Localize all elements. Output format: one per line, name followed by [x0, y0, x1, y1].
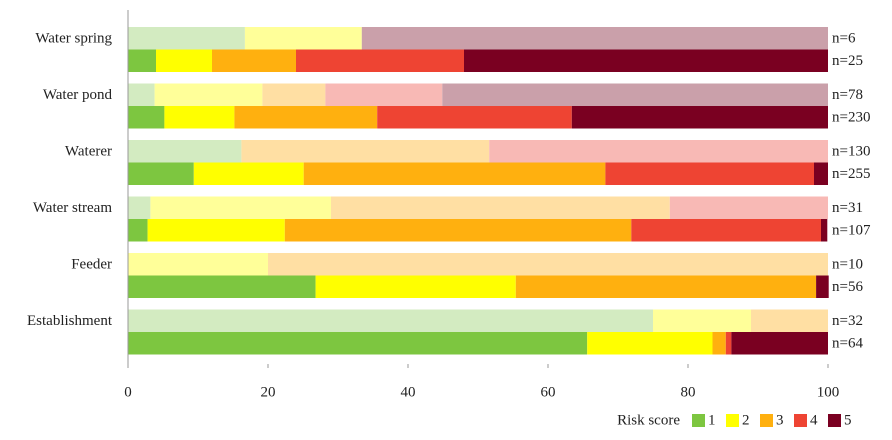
bar-segment	[262, 83, 326, 106]
bar-segment	[193, 162, 304, 185]
x-tick-label: 80	[681, 384, 696, 400]
bar-segment	[377, 106, 572, 129]
bar-segment	[284, 219, 632, 242]
bar-segment	[303, 162, 606, 185]
bar-segment	[241, 140, 490, 163]
x-tick-label: 40	[401, 384, 416, 400]
category-label: Water spring	[35, 30, 112, 46]
n-label: n=107	[832, 223, 871, 239]
legend-swatch	[760, 414, 773, 427]
category-label: Water pond	[43, 87, 113, 103]
bar-segment	[814, 162, 828, 185]
n-label: n=10	[832, 257, 863, 273]
bar-segment	[751, 309, 828, 332]
n-label: n=32	[832, 313, 863, 329]
bar-segment	[128, 140, 242, 163]
legend-title: Risk score	[617, 412, 680, 428]
n-label: n=78	[832, 87, 863, 103]
category-label: Feeder	[71, 256, 112, 272]
legend-label: 4	[810, 412, 818, 428]
bar-segment	[816, 275, 829, 298]
bar-segment	[821, 219, 828, 242]
bar-segment	[331, 196, 670, 219]
bar-segment	[731, 332, 828, 355]
bar-segment	[325, 83, 443, 106]
bar-segment	[156, 49, 212, 72]
category-label: Establishment	[27, 313, 113, 329]
bar-segment	[361, 27, 828, 50]
n-label: n=230	[832, 110, 870, 126]
bar-segment	[244, 27, 362, 50]
legend-swatch	[794, 414, 807, 427]
bar-segment	[587, 332, 713, 355]
bar-segment	[712, 332, 726, 355]
bar-segment	[128, 332, 588, 355]
n-label: n=56	[832, 279, 863, 295]
bar-segment	[128, 162, 194, 185]
bar-segment	[669, 196, 828, 219]
bar-segment	[631, 219, 821, 242]
bar-segment	[489, 140, 828, 163]
x-tick-label: 20	[261, 384, 276, 400]
bar-segment	[128, 27, 245, 50]
bar-segment	[234, 106, 378, 129]
bar-segment	[605, 162, 814, 185]
n-label: n=6	[832, 31, 856, 47]
bar-segment	[296, 49, 464, 72]
legend-label: 2	[742, 412, 750, 428]
bar-segment	[653, 309, 751, 332]
bar-segment	[128, 253, 268, 276]
n-label: n=31	[832, 200, 863, 216]
legend-swatch	[692, 414, 705, 427]
n-label: n=25	[832, 53, 863, 69]
legend-swatch	[726, 414, 739, 427]
n-label: n=64	[832, 336, 863, 352]
bar-segment	[128, 49, 156, 72]
bar-segment	[154, 83, 263, 106]
bar-segment	[515, 275, 817, 298]
x-tick-label: 0	[124, 384, 132, 400]
category-label: Water stream	[33, 200, 113, 216]
bar-segment	[128, 83, 155, 106]
bar-segment	[128, 275, 316, 298]
bar-segment	[268, 253, 828, 276]
bar-segment	[147, 219, 285, 242]
bar-segment	[315, 275, 516, 298]
n-label: n=255	[832, 166, 870, 182]
bar-segment	[128, 219, 148, 242]
bar-segment	[442, 83, 828, 106]
x-tick-label: 100	[817, 384, 840, 400]
bar-segment	[464, 49, 828, 72]
x-tick-label: 60	[541, 384, 556, 400]
legend-label: 5	[844, 412, 852, 428]
legend-swatch	[828, 414, 841, 427]
category-label: Waterer	[65, 143, 112, 159]
bar-segment	[150, 196, 331, 219]
bar-segment	[212, 49, 296, 72]
legend-label: 3	[776, 412, 784, 428]
bar-segment	[128, 309, 653, 332]
legend-label: 1	[708, 412, 716, 428]
n-label: n=130	[832, 144, 870, 160]
bar-segment	[725, 332, 732, 355]
bar-segment	[571, 106, 828, 129]
bar-segment	[128, 106, 165, 129]
bar-segment	[128, 196, 151, 219]
bar-segment	[164, 106, 235, 129]
